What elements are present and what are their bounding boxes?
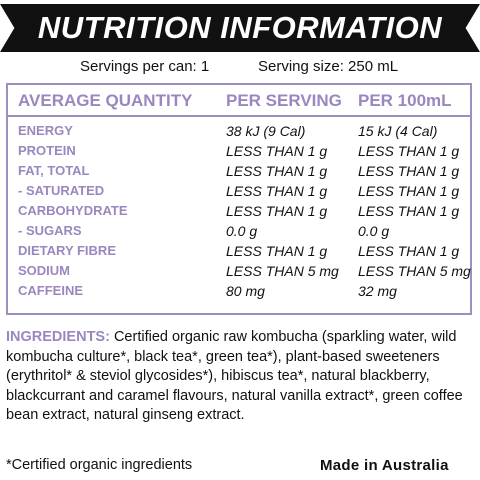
ingredients-block: INGREDIENTS: Certified organic raw kombu… <box>6 328 474 426</box>
table-row: CAFFEINE 80 mg 32 mg <box>8 283 470 303</box>
title-banner: NUTRITION INFORMATION <box>0 4 480 52</box>
page-title: NUTRITION INFORMATION <box>37 10 443 45</box>
row-name: DIETARY FIBRE <box>18 243 116 258</box>
table-row: CARBOHYDRATE LESS THAN 1 g LESS THAN 1 g <box>8 203 470 223</box>
header-average-quantity: AVERAGE QUANTITY <box>18 91 193 110</box>
header-per-100ml: PER 100mL <box>358 91 452 110</box>
table-row: - SUGARS 0.0 g 0.0 g <box>8 223 470 243</box>
table-row: ENERGY 38 kJ (9 Cal) 15 kJ (4 Cal) <box>8 123 470 143</box>
row-name: - SATURATED <box>18 183 105 198</box>
row-per-100ml: 15 kJ (4 Cal) <box>358 123 438 139</box>
row-name: CAFFEINE <box>18 283 83 298</box>
row-per-serving: LESS THAN 5 mg <box>226 263 339 279</box>
row-per-serving: LESS THAN 1 g <box>226 183 328 199</box>
ingredients-text: Certified organic raw kombucha (sparklin… <box>6 329 463 423</box>
table-row: PROTEIN LESS THAN 1 g LESS THAN 1 g <box>8 143 470 163</box>
servings-per-can: Servings per can: 1 <box>80 58 210 75</box>
row-per-serving: 80 mg <box>226 283 265 299</box>
row-per-100ml: LESS THAN 1 g <box>358 163 460 179</box>
table-row: FAT, TOTAL LESS THAN 1 g LESS THAN 1 g <box>8 163 470 183</box>
row-per-serving: LESS THAN 1 g <box>226 143 328 159</box>
row-per-100ml: 32 mg <box>358 283 397 299</box>
row-name: CARBOHYDRATE <box>18 203 128 218</box>
table-row: - SATURATED LESS THAN 1 g LESS THAN 1 g <box>8 183 470 203</box>
serving-size: Serving size: 250 mL <box>258 58 399 75</box>
organic-footnote: *Certified organic ingredients <box>6 457 193 473</box>
row-per-100ml: LESS THAN 1 g <box>358 203 460 219</box>
row-per-100ml: LESS THAN 5 mg <box>358 263 471 279</box>
table-row: DIETARY FIBRE LESS THAN 1 g LESS THAN 1 … <box>8 243 470 263</box>
row-per-serving: 38 kJ (9 Cal) <box>226 123 306 139</box>
nutrition-table: AVERAGE QUANTITY PER SERVING PER 100mL E… <box>6 83 472 315</box>
row-name: ENERGY <box>18 123 73 138</box>
ingredients-label: INGREDIENTS: <box>6 329 110 345</box>
serving-info: Servings per can: 1 Serving size: 250 mL <box>0 58 480 78</box>
row-per-100ml: LESS THAN 1 g <box>358 183 460 199</box>
row-per-serving: LESS THAN 1 g <box>226 163 328 179</box>
row-name: FAT, TOTAL <box>18 163 90 178</box>
table-row: SODIUM LESS THAN 5 mg LESS THAN 5 mg <box>8 263 471 283</box>
table-header: AVERAGE QUANTITY PER SERVING PER 100mL <box>8 85 470 117</box>
row-per-100ml: LESS THAN 1 g <box>358 143 460 159</box>
origin-label: Made in Australia <box>320 457 449 474</box>
row-per-100ml: 0.0 g <box>358 223 390 239</box>
row-per-100ml: LESS THAN 1 g <box>358 243 460 259</box>
header-per-serving: PER SERVING <box>226 91 342 110</box>
row-per-serving: LESS THAN 1 g <box>226 203 328 219</box>
row-per-serving: LESS THAN 1 g <box>226 243 328 259</box>
row-name: - SUGARS <box>18 223 82 238</box>
row-name: SODIUM <box>18 263 70 278</box>
row-name: PROTEIN <box>18 143 76 158</box>
row-per-serving: 0.0 g <box>226 223 258 239</box>
